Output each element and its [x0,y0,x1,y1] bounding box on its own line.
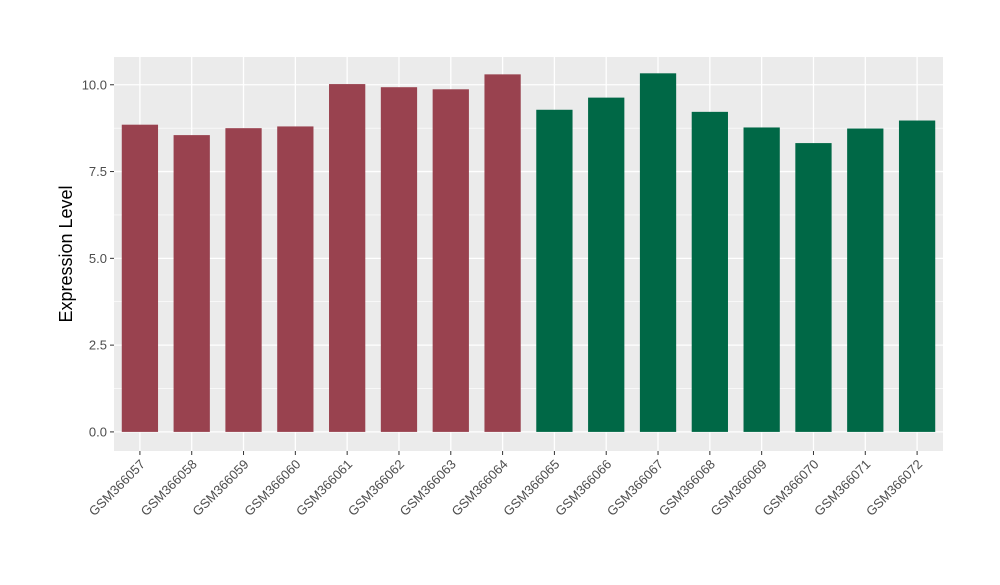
bar-GSM366070 [795,143,832,432]
bar-GSM366072 [898,120,936,432]
bar-GSM366063 [432,89,469,432]
x-tick-label: GSM366072 [863,457,925,519]
bar-GSM366061 [329,84,366,432]
bar-GSM366057 [121,124,159,432]
y-tick-label: 5.0 [89,251,107,266]
bar-GSM366058 [173,135,210,432]
y-axis: 0.0 2.5 5.0 7.5 10.0 [82,77,114,439]
bar-GSM366062 [380,87,418,432]
bar-GSM366065 [536,109,573,432]
y-tick-label: 10.0 [82,77,107,92]
y-axis-title: Expression Level [56,185,76,322]
bar-GSM366064 [484,74,521,432]
bar-GSM366059 [225,128,262,432]
y-tick-label: 7.5 [89,164,107,179]
bar-GSM366067 [639,73,677,432]
y-tick-label: 2.5 [89,338,107,353]
x-axis: GSM366057GSM366058GSM366059GSM366060GSM3… [86,451,925,519]
bar-GSM366071 [847,128,884,432]
bar-GSM366060 [277,126,314,432]
bar-GSM366066 [588,97,625,432]
y-tick-label: 0.0 [89,424,107,439]
bar-GSM366068 [691,111,728,432]
bars [121,73,936,432]
bar-GSM366069 [743,127,780,432]
